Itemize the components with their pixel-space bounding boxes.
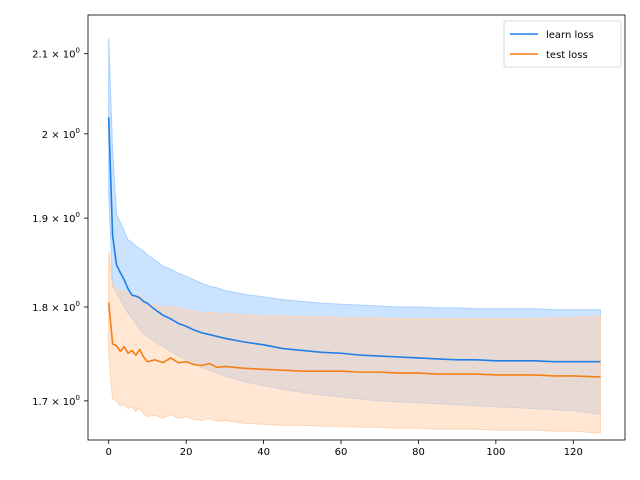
- test-loss-line: [107, 302, 601, 378]
- test-loss-legend-label: test loss: [546, 50, 588, 61]
- x-tick-label: 120: [564, 447, 583, 458]
- test-loss-band: [108, 251, 601, 434]
- x-tick-label: 20: [180, 447, 193, 458]
- x-tick-label: 0: [106, 447, 112, 458]
- y-axis: 1.7 × 100 1.8 × 100 1.9 × 100 2 × 100 2.1 × …: [32, 47, 88, 408]
- series-lines: [107, 117, 601, 378]
- x-tick-label: 40: [257, 447, 270, 458]
- y-tick-label: 1.7 × 100: [32, 394, 80, 408]
- y-tick-label: 1.8 × 100: [32, 300, 80, 314]
- legend-box: [503, 20, 622, 68]
- x-tick-label: 80: [412, 447, 425, 458]
- x-tick-label: 100: [486, 447, 505, 458]
- learn-loss-line: [107, 117, 601, 363]
- y-tick-label: 1.9 × 100: [32, 211, 80, 225]
- x-axis: 0 20 40 60 80 100 120: [106, 440, 583, 458]
- y-tick-label: 2.1 × 100: [32, 47, 80, 61]
- plot-area-frame: [87, 14, 626, 441]
- x-tick-label: 60: [335, 447, 348, 458]
- legend: learn loss test loss: [503, 20, 622, 68]
- y-tick-label: 2 × 100: [42, 127, 80, 141]
- confidence-bands: [108, 38, 601, 434]
- learn-loss-legend-label: learn loss: [546, 30, 594, 41]
